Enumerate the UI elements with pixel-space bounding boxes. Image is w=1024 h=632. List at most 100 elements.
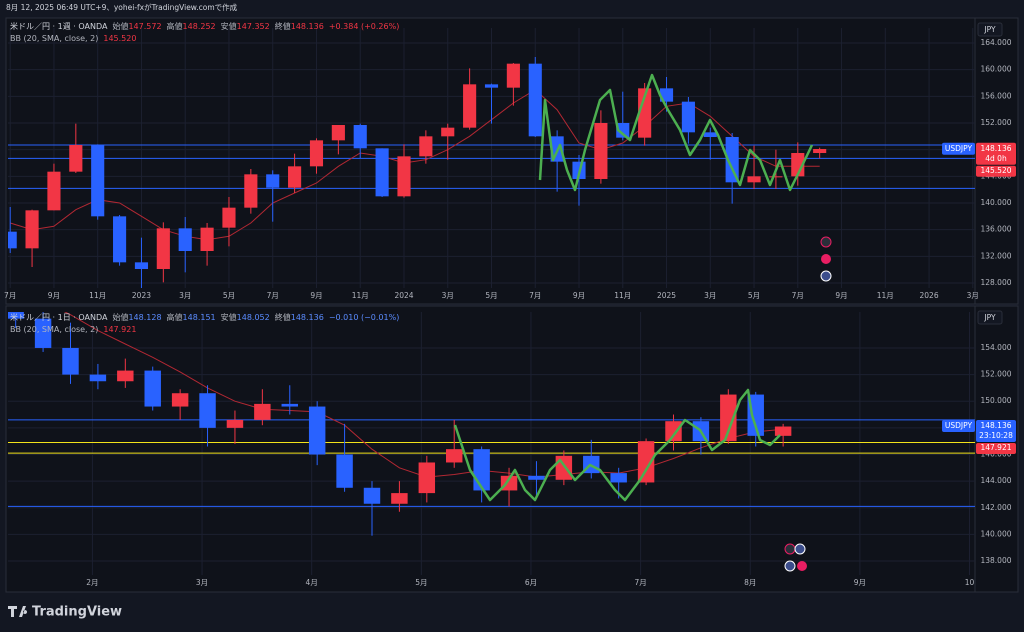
candle-body: [391, 493, 408, 504]
ticker: USDJPY: [945, 144, 973, 153]
currency[interactable]: JPY: [983, 25, 996, 34]
y-tick-label: 152.000: [980, 370, 1011, 379]
ohlc-value: 148.252: [183, 22, 216, 31]
ohlc-label: 終値: [275, 312, 291, 322]
ohlc-label: 安値: [221, 312, 237, 322]
x-tick-label: 3月: [704, 291, 716, 300]
x-tick-label: 2025: [657, 291, 676, 300]
x-tick-label: 7月: [267, 291, 279, 300]
x-tick-label: 3月: [196, 578, 208, 587]
candle-body: [419, 136, 433, 157]
logo-text: TradingView: [32, 605, 122, 620]
x-tick-label: 10: [965, 578, 975, 587]
y-tick-label: 128.000: [980, 278, 1011, 287]
candle-body: [397, 156, 411, 197]
candle-body: [441, 127, 455, 137]
candle-body: [473, 449, 490, 491]
candle-body: [659, 88, 674, 102]
ticker-tag: [942, 142, 975, 155]
y-tick-label: 140.000: [980, 198, 1011, 207]
candle-body: [418, 462, 436, 494]
legend: 米ドル／円 · 1週 · OANDA 始値147.572 高値148.252 安値14…: [10, 21, 399, 31]
candle-body: [665, 421, 682, 442]
x-tick-label: 6月: [525, 578, 537, 587]
candle-body: [594, 123, 608, 179]
indicator: BB (20, SMA, close, 2): [10, 34, 98, 43]
y-tick-label: 156.000: [980, 91, 1011, 100]
symbol: 米ドル／円 · 1日 · OANDA: [10, 312, 108, 322]
legend: 米ドル／円 · 1日 · OANDA 始値148.128 高値148.151 安値14…: [10, 312, 399, 322]
currency[interactable]: JPY: [983, 313, 996, 322]
ohlc-value: 148.052: [237, 313, 270, 322]
candle-body: [353, 125, 367, 149]
event-icon[interactable]: [820, 270, 832, 282]
ohlc-value: 148.128: [128, 313, 161, 322]
x-tick-label: 8月: [744, 578, 756, 587]
logo: TradingView: [8, 605, 122, 620]
bb-tag: [976, 165, 1016, 177]
candle-body: [89, 374, 107, 382]
ohlc-value: 148.136: [291, 22, 324, 31]
candle-body: [281, 403, 298, 407]
candle-body: [134, 262, 149, 269]
x-tick-label: 7月: [529, 291, 541, 300]
event-icon[interactable]: [784, 560, 796, 572]
candle-body: [8, 231, 17, 249]
event-icon[interactable]: [784, 543, 796, 555]
ohlc-label: 終値: [275, 21, 291, 31]
candle-body: [506, 63, 520, 88]
ticker: USDJPY: [945, 421, 973, 430]
price-tag: [976, 420, 1016, 443]
candle-body: [610, 473, 627, 483]
ohlc-label: 始値: [112, 21, 128, 31]
y-tick-label: 138.000: [980, 556, 1011, 565]
candle-body: [703, 132, 717, 137]
candle-body: [528, 475, 545, 480]
event-icon[interactable]: [820, 236, 832, 248]
candle-body: [555, 455, 573, 480]
candle-body: [720, 394, 737, 442]
candle-body: [446, 449, 463, 463]
x-tick-label: 9月: [573, 291, 585, 300]
candle-body: [34, 318, 52, 348]
candle-body: [747, 176, 761, 183]
candle-body: [199, 393, 216, 428]
event-icon[interactable]: [797, 561, 807, 571]
candle-body: [725, 137, 739, 183]
candle-body: [266, 174, 280, 188]
event-icon[interactable]: [794, 543, 806, 555]
indicator-value: 145.520: [103, 34, 136, 43]
candle-body: [774, 426, 792, 436]
bb-tag: [976, 443, 1016, 455]
ticker-tag: [942, 420, 975, 433]
candle-body: [254, 403, 271, 420]
x-tick-label: 11月: [614, 291, 631, 300]
x-tick-label: 7月: [634, 578, 646, 587]
y-tick-label: 160.000: [980, 65, 1011, 74]
panel-bottom: [5, 305, 1019, 593]
candle-body: [171, 393, 189, 407]
candle-body: [178, 228, 192, 251]
x-tick-label: 5月: [485, 291, 497, 300]
x-tick-label: 2024: [394, 291, 413, 300]
countdown: 23:10:28: [979, 431, 1013, 440]
y-tick-label: 150.000: [980, 396, 1011, 405]
plot-top: [8, 28, 975, 288]
y-tick-label: 132.000: [980, 251, 1011, 260]
candle-body: [309, 140, 324, 167]
candle-body: [25, 210, 39, 249]
candle-body: [117, 370, 134, 382]
bb-value: 147.921: [980, 443, 1011, 452]
y-tick-label: 140.000: [980, 529, 1011, 538]
indicator: BB (20, SMA, close, 2): [10, 325, 98, 334]
event-icon[interactable]: [821, 254, 831, 264]
currency-button: [977, 310, 1003, 325]
header: 8月 12, 2025 06:49 UTC+9、yohei-fxがTrading…: [6, 2, 238, 12]
candle-body: [363, 487, 381, 504]
candle-body: [484, 84, 499, 88]
candle-body: [8, 312, 24, 319]
ohlc-value: 147.572: [128, 22, 161, 31]
ohlc-value: 148.136: [291, 313, 324, 322]
currency-button: [977, 22, 1003, 37]
x-tick-label: 3月: [179, 291, 191, 300]
